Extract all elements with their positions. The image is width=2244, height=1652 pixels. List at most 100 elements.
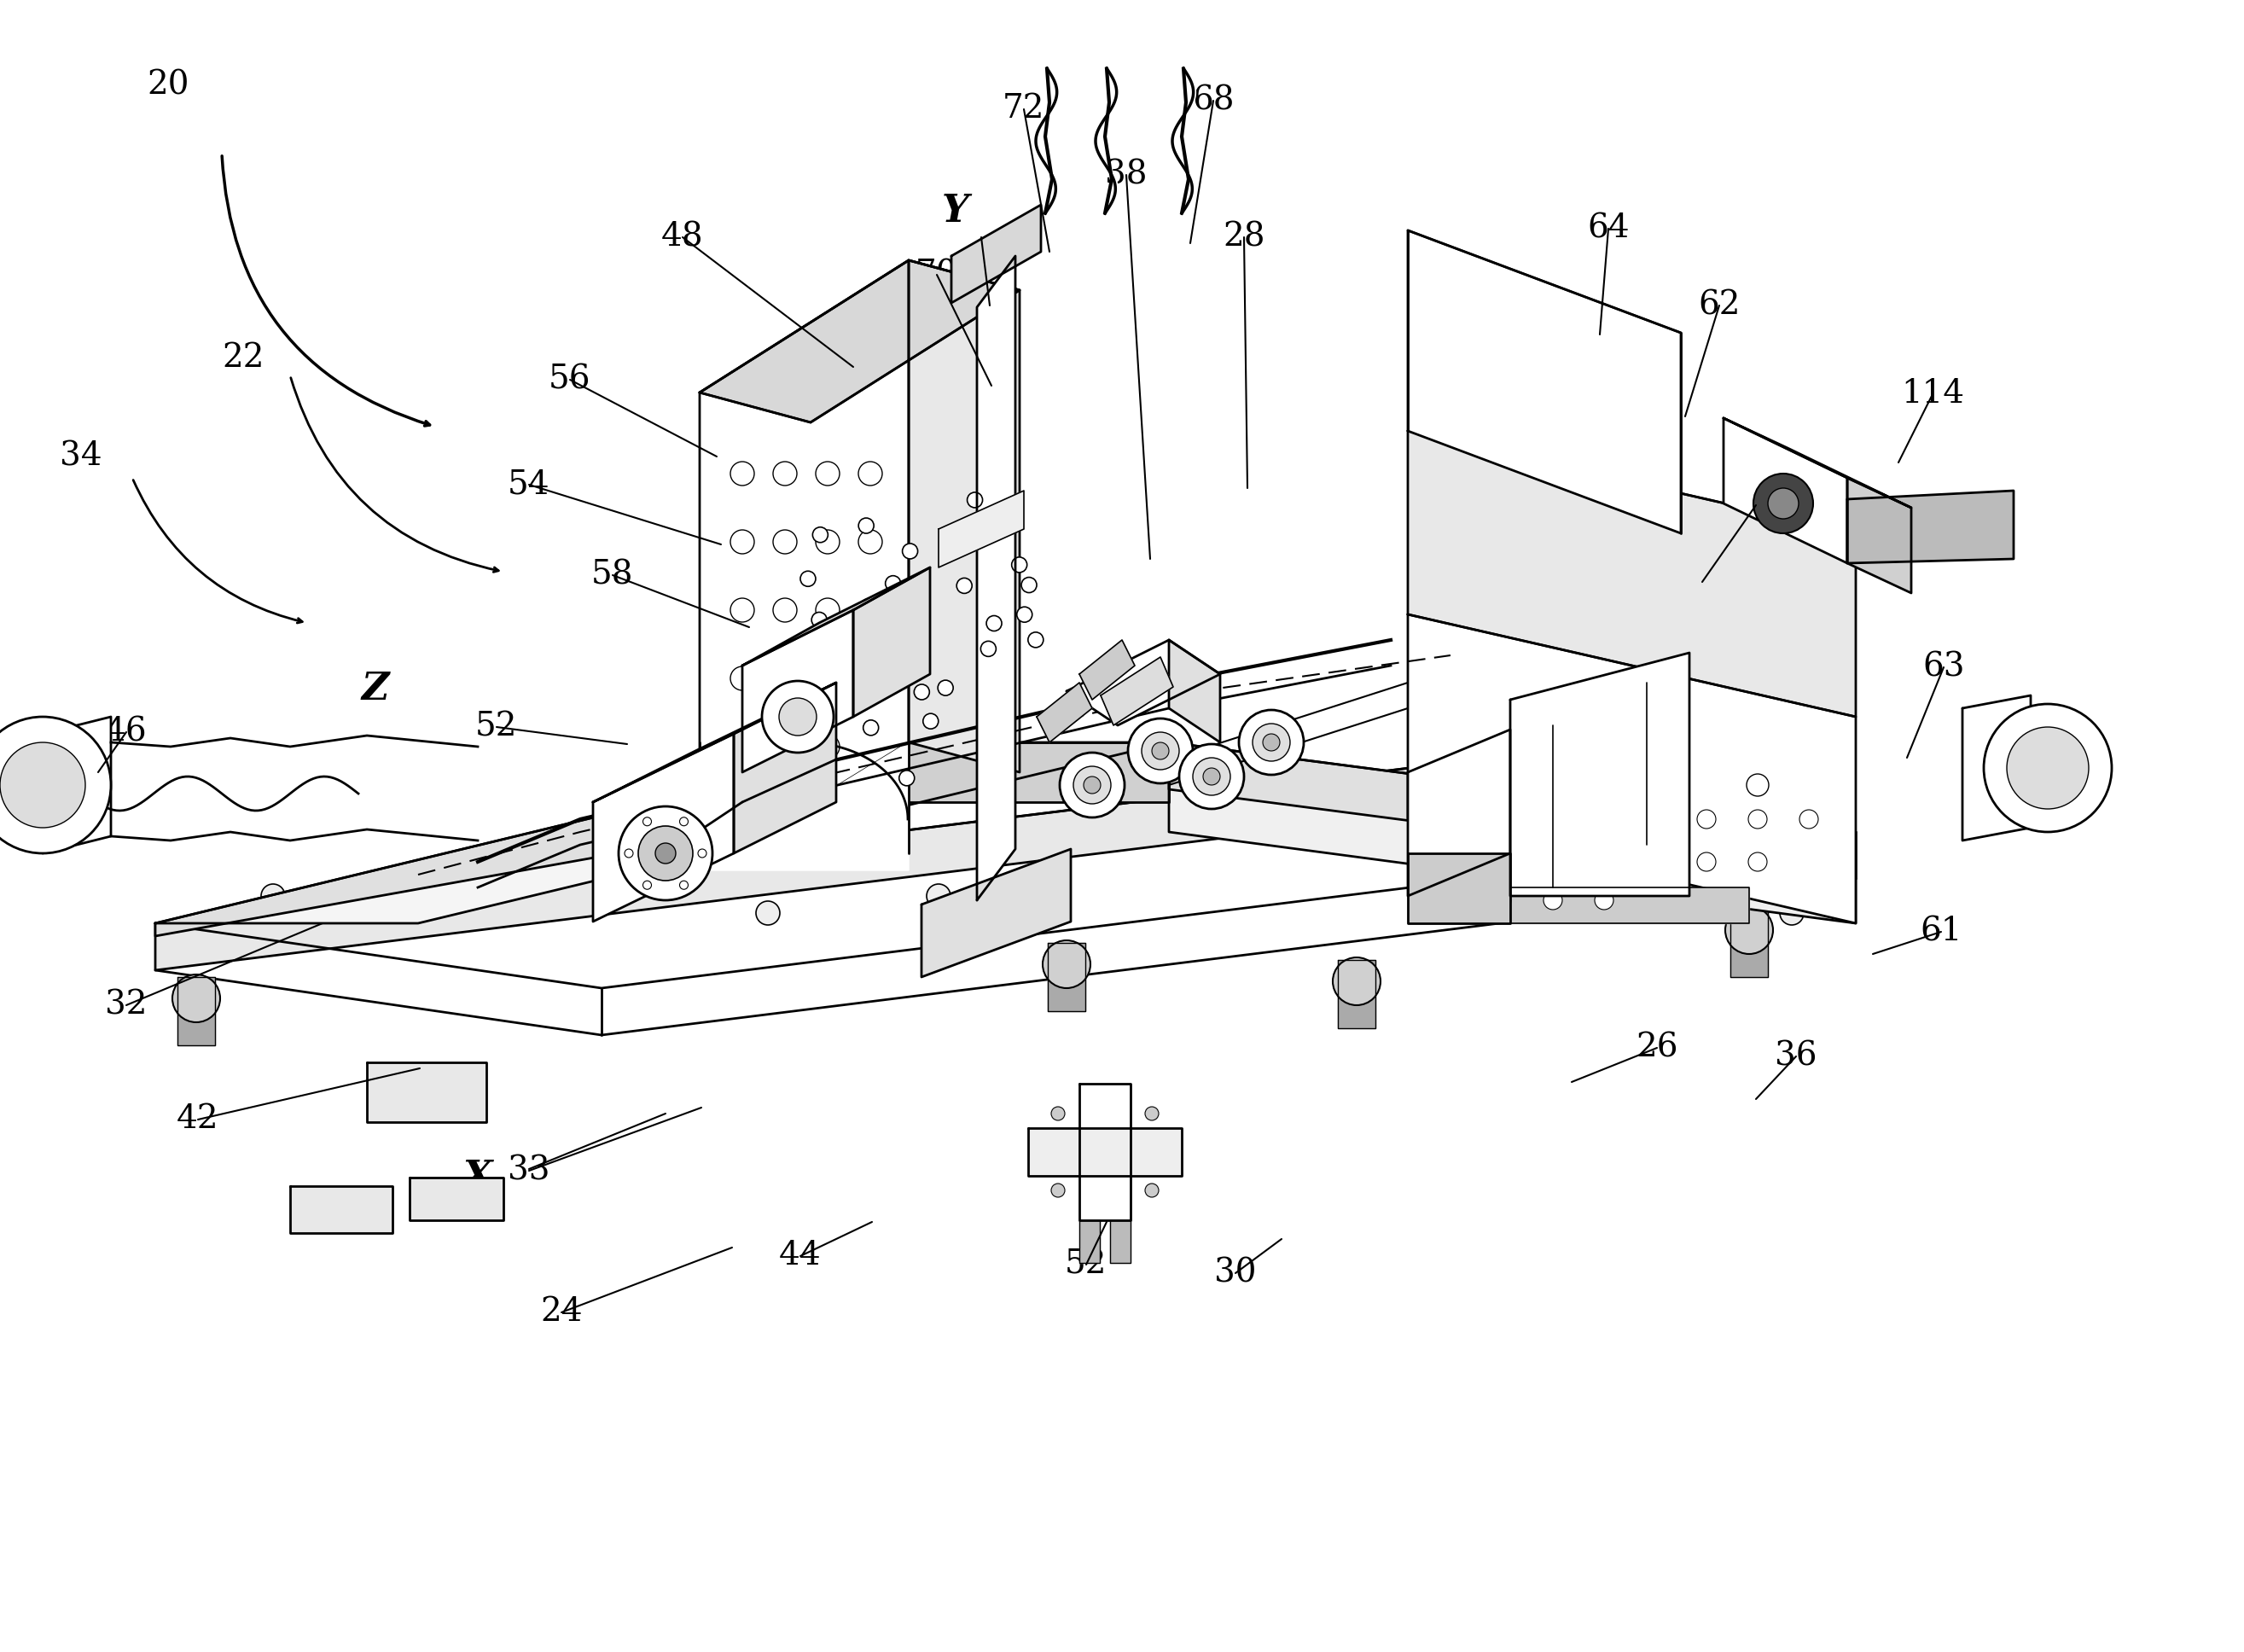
Polygon shape [1079,639,1135,700]
Circle shape [772,461,797,486]
Text: 48: 48 [662,221,705,253]
Circle shape [815,598,839,623]
Text: 70: 70 [916,259,958,291]
Circle shape [1252,724,1290,762]
Circle shape [1595,809,1613,829]
Text: 72: 72 [1003,94,1046,126]
Circle shape [938,681,954,695]
Polygon shape [743,567,929,666]
Text: 54: 54 [507,469,550,501]
Circle shape [772,666,797,691]
Circle shape [810,745,826,760]
Circle shape [624,849,633,857]
Circle shape [1984,704,2112,833]
Polygon shape [743,610,853,771]
Circle shape [1073,767,1111,805]
Polygon shape [700,261,909,871]
Circle shape [1441,852,1461,871]
Polygon shape [1079,1084,1131,1221]
Text: 68: 68 [1192,84,1234,117]
Text: 46: 46 [105,717,148,748]
Text: 26: 26 [1636,1032,1679,1064]
Polygon shape [853,567,929,717]
Circle shape [1595,890,1613,910]
Polygon shape [1407,854,1510,923]
Circle shape [815,666,839,691]
Circle shape [812,527,828,542]
Circle shape [1203,768,1221,785]
Circle shape [1726,907,1773,953]
Circle shape [967,492,983,507]
Polygon shape [1407,730,1510,895]
Circle shape [801,572,815,586]
Polygon shape [909,261,1019,771]
Circle shape [2006,727,2089,809]
Text: 20: 20 [146,69,188,101]
Circle shape [927,884,951,909]
Polygon shape [938,491,1023,567]
Polygon shape [700,261,1019,423]
Circle shape [1645,809,1665,829]
Polygon shape [1407,615,1856,923]
Circle shape [859,530,882,553]
Text: 61: 61 [1921,915,1961,948]
Circle shape [1645,773,1667,796]
Text: 38: 38 [1104,159,1147,190]
Circle shape [1151,742,1169,760]
Circle shape [1645,852,1665,871]
Circle shape [756,900,781,925]
Polygon shape [289,1186,393,1232]
Text: 56: 56 [550,363,590,395]
Circle shape [1043,940,1091,988]
Circle shape [1696,852,1717,871]
Circle shape [859,666,882,691]
Circle shape [981,641,996,656]
Circle shape [0,742,85,828]
Circle shape [729,666,754,691]
Circle shape [815,530,839,553]
Text: Z: Z [361,671,388,707]
Polygon shape [1169,742,1856,923]
Polygon shape [1407,230,1681,534]
Circle shape [680,881,689,889]
Circle shape [1017,606,1032,623]
Circle shape [846,649,862,666]
Circle shape [1645,834,1667,856]
Polygon shape [1847,491,2013,563]
Circle shape [987,616,1001,631]
Circle shape [859,598,882,623]
Circle shape [1748,852,1766,871]
Polygon shape [700,261,1019,423]
Circle shape [1748,809,1766,829]
Circle shape [812,613,828,628]
Text: 32: 32 [105,990,148,1021]
Polygon shape [155,742,1169,923]
Polygon shape [904,742,1169,803]
Circle shape [1542,834,1564,856]
Text: 30: 30 [1214,1257,1257,1289]
Text: 28: 28 [1223,221,1266,253]
Polygon shape [1037,682,1093,742]
Circle shape [913,684,929,700]
Circle shape [1142,732,1178,770]
Circle shape [1438,773,1461,796]
Circle shape [1544,852,1562,871]
Circle shape [859,461,882,486]
Polygon shape [155,768,1856,988]
Circle shape [1768,487,1800,519]
Circle shape [922,714,938,729]
Polygon shape [976,256,1014,900]
Polygon shape [1066,639,1221,725]
Circle shape [1492,890,1510,910]
Circle shape [644,818,651,826]
Circle shape [1542,773,1564,796]
Text: 64: 64 [1587,213,1629,244]
Circle shape [900,770,916,786]
Polygon shape [1847,477,1912,593]
Polygon shape [177,976,215,1046]
Circle shape [1753,474,1813,534]
Polygon shape [700,742,909,871]
Polygon shape [1407,431,1856,717]
Polygon shape [1723,418,1847,563]
Circle shape [260,884,285,909]
